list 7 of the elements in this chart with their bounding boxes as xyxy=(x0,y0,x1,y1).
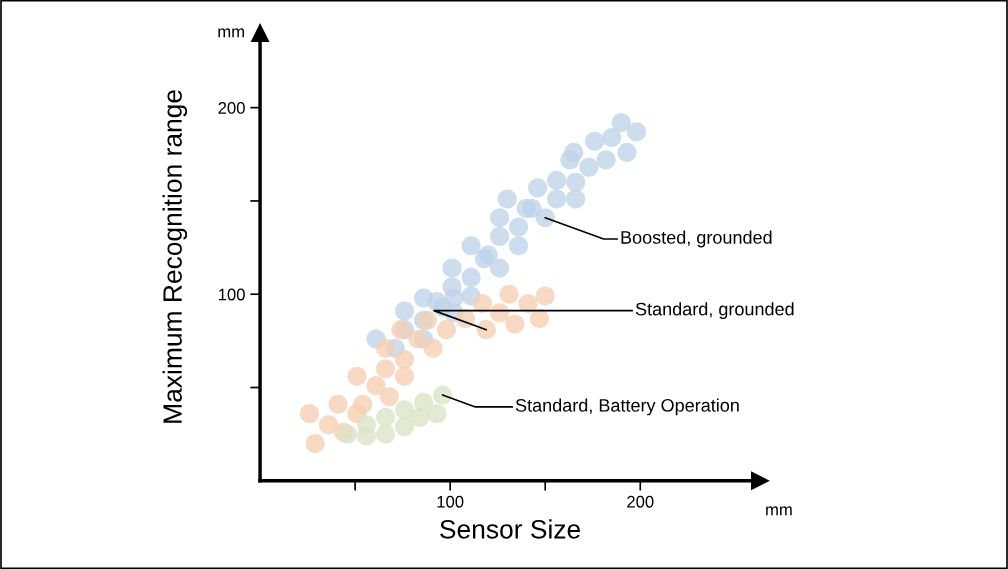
text: mm xyxy=(766,506,792,516)
text: mm xyxy=(218,28,244,38)
text: Standard, Battery Operation xyxy=(515,398,739,416)
text: Boosted, grounded xyxy=(621,230,772,248)
x-axis-title: Sensor Size xyxy=(440,519,581,539)
text: Standard, grounded xyxy=(635,302,794,320)
y-axis-title: Maximum Recognition range xyxy=(162,90,188,423)
